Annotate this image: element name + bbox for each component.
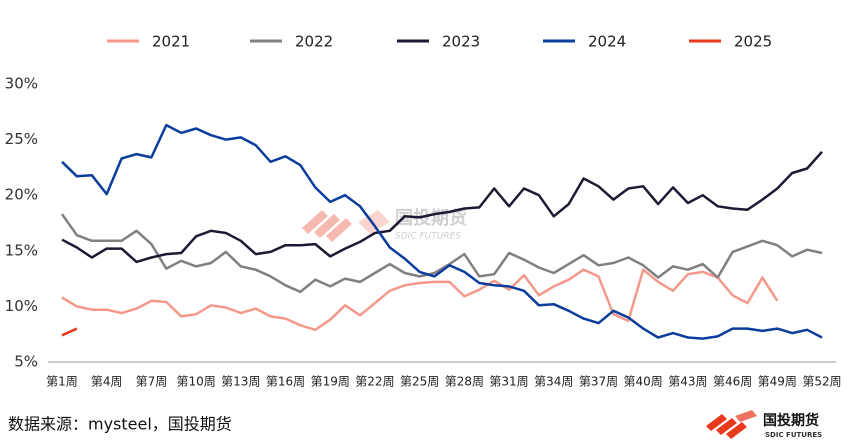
x-tick-label: 第40周 [624,375,663,389]
series-line [61,327,78,337]
series-line [61,268,779,332]
x-tick-label: 第13周 [221,375,260,389]
watermark-sub: SDIC FUTURES [395,232,461,242]
y-tick-label: 30% [5,75,38,93]
y-tick-label: 20% [5,186,38,204]
x-tick-label: 第31周 [489,375,528,389]
x-tick-label: 第28周 [445,375,484,389]
x-tick-label: 第19周 [311,375,350,389]
x-tick-label: 第43周 [668,375,707,389]
logo: 国投期货 SDIC FUTURES [706,410,822,439]
x-tick-label: 第16周 [266,375,305,389]
legend-label: 2023 [442,33,480,51]
x-tick-label: 第52周 [802,375,841,389]
series-line [60,213,823,294]
watermark: 国投期货 SDIC FUTURES [302,207,467,242]
x-tick-label: 第34周 [534,375,573,389]
x-tick-label: 第10周 [176,375,215,389]
x-tick-label: 第37周 [579,375,618,389]
watermark-icon [358,210,390,234]
logo-icon [735,410,757,422]
x-tick-label: 第7周 [136,375,168,389]
x-tick-label: 第22周 [355,375,394,389]
logo-name: 国投期货 [763,412,819,429]
y-tick-label: 15% [5,241,38,259]
watermark-icon [302,210,352,242]
x-tick-label: 第4周 [91,375,123,389]
x-tick-label: 第46周 [713,375,752,389]
y-tick-label: 25% [5,130,38,148]
legend-label: 2024 [588,33,626,51]
source: 数据来源：mysteel，国投期货 [8,415,232,434]
series-line [61,123,823,340]
legend-label: 2022 [295,33,333,51]
x-tick-label: 第1周 [46,375,78,389]
y-tick-label: 5% [14,353,38,371]
legend-label: 2025 [734,33,772,51]
logo-sub: SDIC FUTURES [765,431,822,439]
logo-icon [706,414,747,439]
series-line [61,150,823,264]
x-tick-label: 第49周 [758,375,797,389]
legend-label: 2021 [152,33,190,51]
y-tick-label: 10% [5,297,38,315]
x-tick-label: 第25周 [400,375,439,389]
